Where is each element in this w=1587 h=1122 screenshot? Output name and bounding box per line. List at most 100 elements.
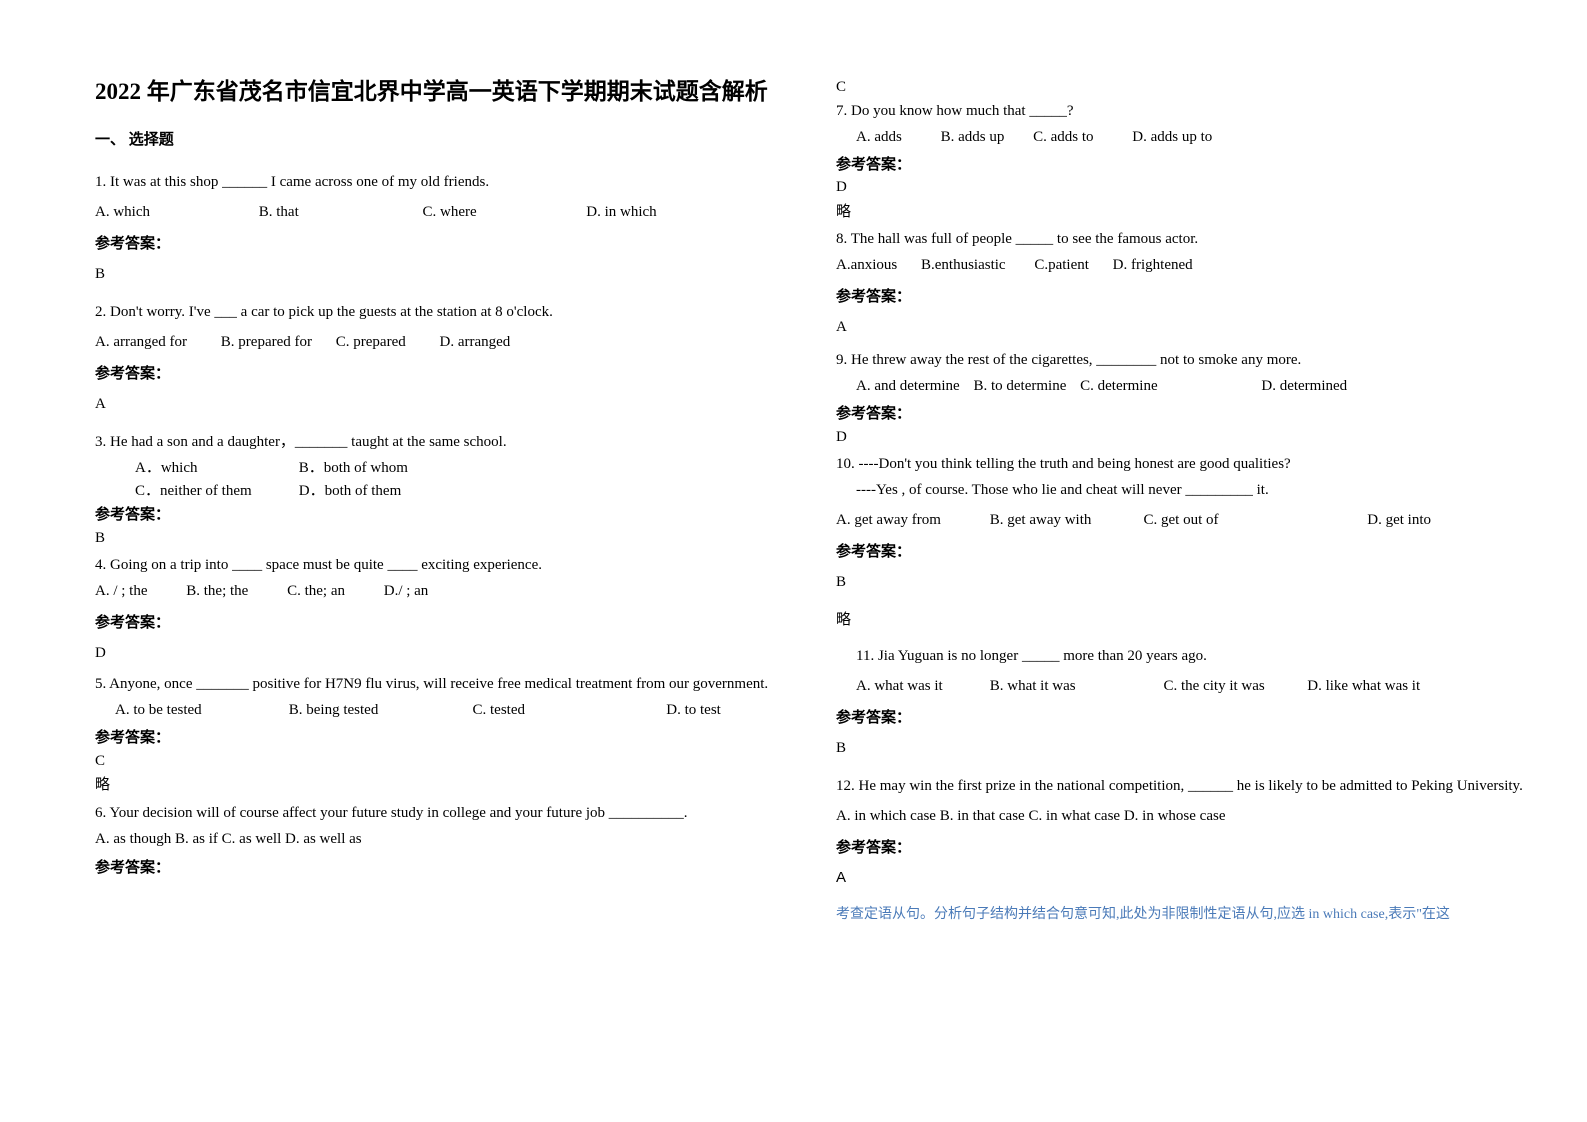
- q1-ans: B: [95, 259, 786, 289]
- q12-note: 考查定语从句。分析句子结构并结合句意可知,此处为非限制性定语从句,应选 in w…: [836, 901, 1527, 929]
- q7-opt-d: D. adds up to: [1132, 122, 1212, 152]
- q1-opt-b: B. that: [259, 197, 419, 227]
- left-column: 2022 年广东省茂名市信宜北界中学高一英语下学期期末试题含解析 一、 选择题 …: [95, 75, 786, 1092]
- q9-ans-label: 参考答案：: [836, 403, 1527, 426]
- q8-options: A.anxious B.enthusiastic C.patient D. fr…: [836, 250, 1527, 280]
- question-1: 1. It was at this shop ______ I came acr…: [95, 167, 786, 289]
- q3-ans: B: [95, 527, 786, 550]
- question-2: 2. Don't worry. I've ___ a car to pick u…: [95, 297, 786, 419]
- q2-ans-label: 参考答案：: [95, 359, 786, 389]
- q8-opt-a: A.anxious: [836, 250, 897, 280]
- q1-ans-label: 参考答案：: [95, 229, 786, 259]
- right-column: C 7. Do you know how much that _____? A.…: [836, 75, 1527, 1092]
- q11-opt-b: B. what it was: [990, 671, 1160, 701]
- q2-opt-c: C. prepared: [336, 327, 406, 357]
- q4-ans-label: 参考答案：: [95, 608, 786, 638]
- q9-text: 9. He threw away the rest of the cigaret…: [836, 350, 1527, 371]
- question-5: 5. Anyone, once _______ positive for H7N…: [95, 674, 786, 797]
- q3-options-row2: C．neither of them D．both of them: [95, 480, 786, 503]
- question-10: 10. ----Don't you think telling the trut…: [836, 454, 1527, 635]
- q5-omit: 略: [95, 774, 786, 797]
- question-11: 11. Jia Yuguan is no longer _____ more t…: [836, 641, 1527, 763]
- q7-text: 7. Do you know how much that _____?: [836, 101, 1527, 122]
- q2-options: A. arranged for B. prepared for C. prepa…: [95, 327, 786, 357]
- document-title: 2022 年广东省茂名市信宜北界中学高一英语下学期期末试题含解析: [95, 75, 786, 110]
- q6-options: A. as though B. as if C. as well D. as w…: [95, 824, 786, 854]
- q4-ans: D: [95, 638, 786, 668]
- q3-text: 3. He had a son and a daughter，_______ t…: [95, 427, 786, 457]
- q1-options: A. which B. that C. where D. in which: [95, 197, 786, 227]
- q10-options: A. get away from B. get away with C. get…: [836, 505, 1527, 535]
- q3-opt-c: C．neither of them: [135, 480, 295, 503]
- q12-ans-label: 参考答案：: [836, 833, 1527, 863]
- q2-text: 2. Don't worry. I've ___ a car to pick u…: [95, 297, 786, 327]
- q11-options: A. what was it B. what it was C. the cit…: [836, 671, 1527, 701]
- q4-opt-b: B. the; the: [186, 576, 248, 606]
- q10-opt-a: A. get away from: [836, 505, 986, 535]
- q7-opt-a: A. adds: [856, 122, 902, 152]
- q6-ans: C: [836, 75, 1527, 101]
- q11-opt-c: C. the city it was: [1164, 671, 1304, 701]
- q11-opt-d: D. like what was it: [1307, 671, 1420, 701]
- q2-opt-d: D. arranged: [439, 327, 510, 357]
- q8-opt-c: C.patient: [1034, 250, 1089, 280]
- q3-opt-b: B．both of whom: [299, 457, 408, 480]
- q9-opt-d: D. determined: [1261, 371, 1347, 401]
- q4-opt-c: C. the; an: [287, 576, 345, 606]
- question-3: 3. He had a son and a daughter，_______ t…: [95, 427, 786, 549]
- q10-opt-c: C. get out of: [1144, 505, 1364, 535]
- q10-ans: B: [836, 567, 1527, 597]
- q10-omit: 略: [836, 605, 1527, 635]
- q5-ans: C: [95, 750, 786, 773]
- q7-opt-c: C. adds to: [1033, 122, 1093, 152]
- q1-opt-d: D. in which: [586, 197, 656, 227]
- q8-ans: A: [836, 312, 1527, 342]
- q5-opt-c: C. tested: [473, 695, 663, 725]
- q10-opt-b: B. get away with: [990, 505, 1140, 535]
- q1-opt-a: A. which: [95, 197, 255, 227]
- q5-opt-d: D. to test: [666, 695, 721, 725]
- q10-text2: ----Yes , of course. Those who lie and c…: [836, 475, 1527, 505]
- q10-ans-label: 参考答案：: [836, 537, 1527, 567]
- q9-ans: D: [836, 426, 1527, 449]
- q5-ans-label: 参考答案：: [95, 727, 786, 750]
- q7-options: A. adds B. adds up C. adds to D. adds up…: [836, 122, 1527, 152]
- q4-options: A. / ; the B. the; the C. the; an D./ ; …: [95, 576, 786, 606]
- q1-text: 1. It was at this shop ______ I came acr…: [95, 167, 786, 197]
- q7-omit: 略: [836, 201, 1527, 224]
- q7-ans: D: [836, 176, 1527, 199]
- q11-ans-label: 参考答案：: [836, 703, 1527, 733]
- question-4: 4. Going on a trip into ____ space must …: [95, 555, 786, 668]
- q11-ans: B: [836, 733, 1527, 763]
- q5-opt-a: A. to be tested: [115, 695, 285, 725]
- section-heading: 一、 选择题: [95, 128, 786, 154]
- page-container: 2022 年广东省茂名市信宜北界中学高一英语下学期期末试题含解析 一、 选择题 …: [0, 0, 1587, 1122]
- q1-opt-c: C. where: [423, 197, 583, 227]
- q10-opt-d: D. get into: [1367, 505, 1431, 535]
- q12-ans: A: [836, 863, 1527, 893]
- q8-opt-b: B.enthusiastic: [921, 250, 1006, 280]
- q10-text1: 10. ----Don't you think telling the trut…: [836, 454, 1527, 475]
- q8-opt-d: D. frightened: [1113, 250, 1193, 280]
- question-6: 6. Your decision will of course affect y…: [95, 803, 786, 880]
- question-12: 12. He may win the first prize in the na…: [836, 771, 1527, 929]
- q11-text: 11. Jia Yuguan is no longer _____ more t…: [836, 641, 1527, 671]
- q7-opt-b: B. adds up: [941, 122, 1005, 152]
- q2-opt-a: A. arranged for: [95, 327, 187, 357]
- q4-opt-a: A. / ; the: [95, 576, 148, 606]
- q3-opt-d: D．both of them: [299, 480, 402, 503]
- q6-ans-label: 参考答案：: [95, 856, 786, 880]
- q5-opt-b: B. being tested: [289, 695, 469, 725]
- q5-text: 5. Anyone, once _______ positive for H7N…: [95, 674, 786, 695]
- q8-text: 8. The hall was full of people _____ to …: [836, 229, 1527, 250]
- q2-opt-b: B. prepared for: [221, 327, 312, 357]
- q3-options-row1: A．which B．both of whom: [95, 457, 786, 480]
- q4-opt-d: D./ ; an: [384, 576, 429, 606]
- q8-ans-label: 参考答案：: [836, 282, 1527, 312]
- q3-ans-label: 参考答案：: [95, 504, 786, 527]
- q9-opt-c: C. determine: [1080, 371, 1157, 401]
- q12-options: A. in which case B. in that case C. in w…: [836, 801, 1527, 831]
- question-8: 8. The hall was full of people _____ to …: [836, 229, 1527, 342]
- q11-opt-a: A. what was it: [856, 671, 986, 701]
- q7-ans-label: 参考答案：: [836, 154, 1527, 177]
